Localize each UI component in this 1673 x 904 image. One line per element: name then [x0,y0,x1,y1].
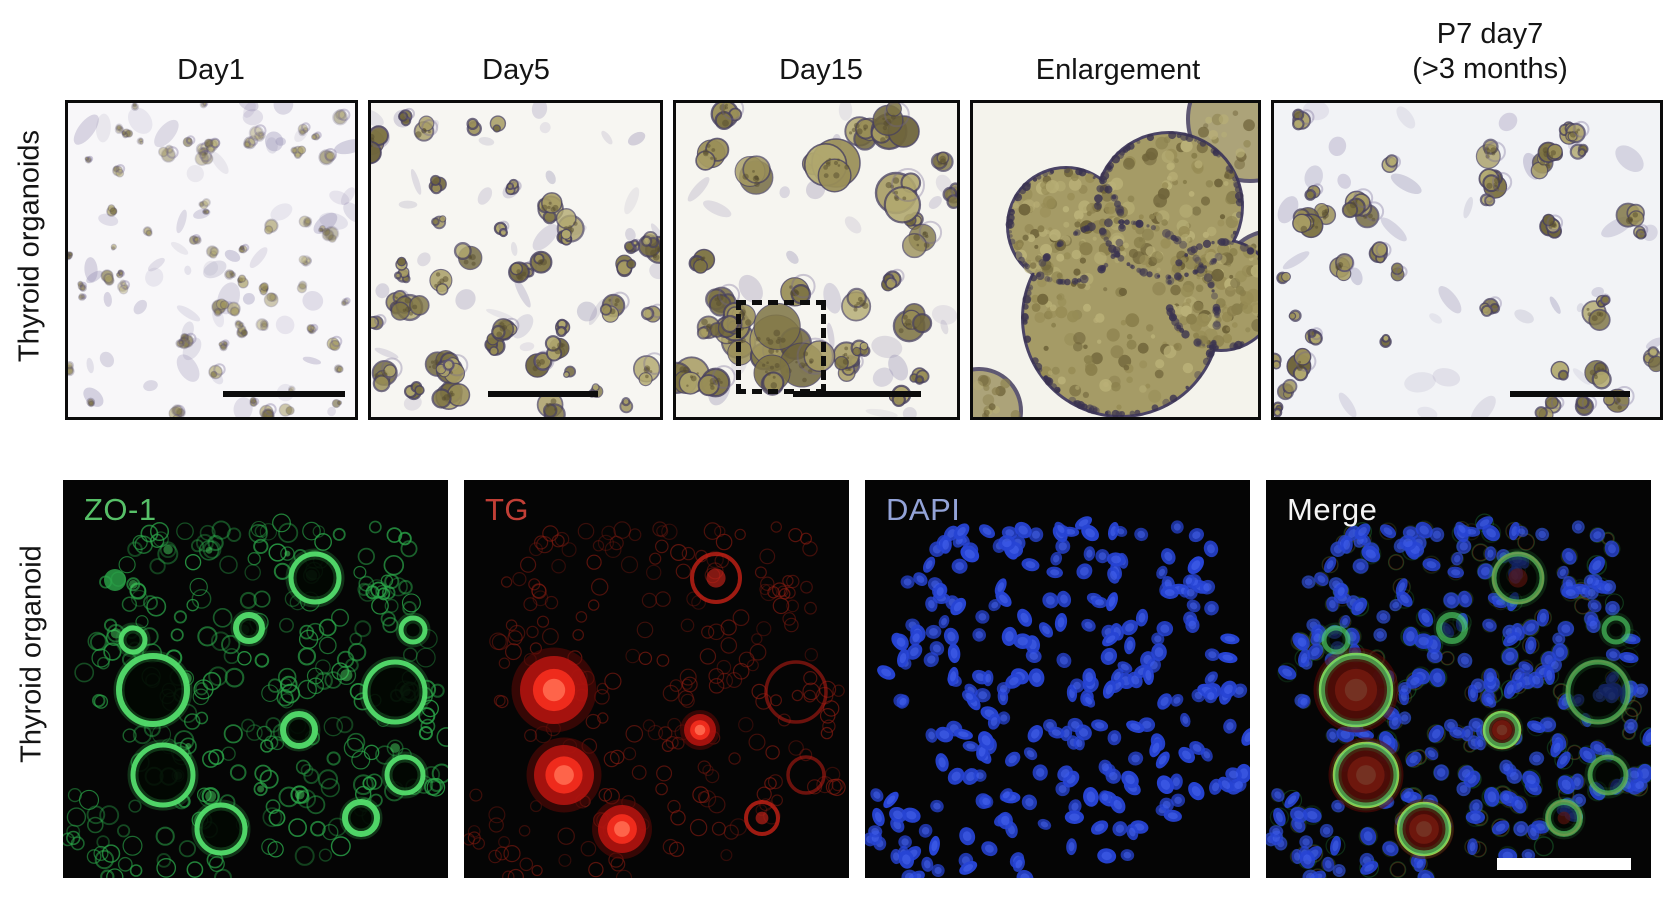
column-header-p7-line2: (>3 months) [1412,53,1568,85]
panel-tg: TG [464,480,849,878]
column-header-p7-line1: P7 day7 [1436,18,1544,50]
column-header-day5: Day5 [482,54,550,86]
channel-label-tg: TG [485,492,530,527]
zo1-fluorescence-image [63,513,448,878]
merge-scale-bar [1497,858,1631,870]
channel-label-zo1: ZO-1 [84,492,157,527]
dapi-fluorescence-image [865,516,1250,878]
day1-scale-bar [223,391,345,397]
panel-day15 [673,100,960,420]
channel-label-dapi: DAPI [886,492,961,527]
panel-p7-day7 [1271,100,1663,420]
day5-scale-bar [488,391,598,397]
row-label-thyroid-organoid: Thyroid organoid [15,545,48,763]
day5-brightfield-image [371,103,660,417]
enlargement-brightfield-image [973,103,1258,417]
column-header-p7-day7: P7 day7 (>3 months) [1412,17,1568,87]
panel-merge: Merge [1266,480,1651,878]
day15-brightfield-image [676,103,957,417]
column-header-day15: Day15 [779,54,863,86]
merge-fluorescence-image [1266,513,1651,878]
day15-scale-bar [793,391,921,397]
day1-brightfield-image [68,103,355,417]
p7-day7-scale-bar [1510,391,1630,397]
panel-day1 [65,100,358,420]
panel-dapi: DAPI [865,480,1250,878]
column-header-enlargement: Enlargement [1035,54,1201,86]
day15-inset-dashed-box [736,300,826,394]
panel-enlargement [970,100,1261,420]
p7-day7-brightfield-image [1274,103,1660,417]
panel-zo1: ZO-1 [63,480,448,878]
channel-label-merge: Merge [1287,492,1378,527]
column-header-day1: Day1 [177,54,245,86]
row-label-thyroid-organoids: Thyroid organoids [13,129,46,363]
panel-day5 [368,100,663,420]
tg-fluorescence-image [464,521,846,878]
